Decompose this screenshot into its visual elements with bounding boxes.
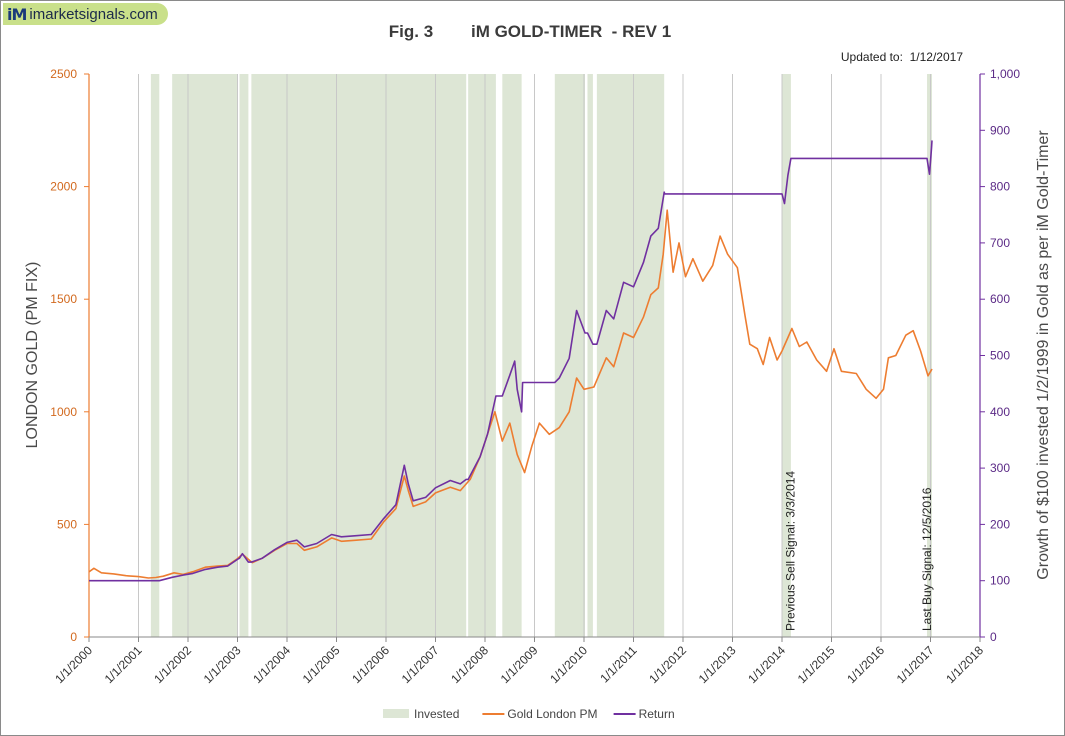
x-tick-label-13: 1/1/2013 bbox=[696, 643, 739, 686]
x-tick-label-9: 1/1/2009 bbox=[498, 643, 541, 686]
logo-site-name: imarketsignals.com bbox=[29, 5, 158, 23]
chart-title: Fig. 3 iM GOLD-TIMER - REV 1 bbox=[389, 22, 671, 41]
legend-item-invested-label: Invested bbox=[414, 707, 459, 721]
y-right-tick-label-1: 100 bbox=[990, 574, 1010, 588]
invested-period-3 bbox=[251, 74, 467, 637]
signal-annotation-1: Last Buy Signal: 12/5/2016 bbox=[920, 487, 934, 631]
y-right-tick-label-4: 400 bbox=[990, 405, 1010, 419]
signal-annotations: Previous Sell Signal: 3/3/2014 Last Buy S… bbox=[783, 471, 934, 631]
y-left-tick-label-4: 2000 bbox=[50, 180, 77, 194]
invested-period-8 bbox=[596, 74, 665, 637]
series-line-return bbox=[89, 140, 933, 582]
y-left-tick-label-1: 500 bbox=[57, 517, 77, 531]
legend-item-gold-london-pm-label: Gold London PM bbox=[507, 707, 597, 721]
invested-period-0 bbox=[150, 74, 160, 637]
y-axis-left-label: LONDON GOLD (PM FIX) bbox=[24, 262, 41, 449]
x-gridlines bbox=[138, 74, 931, 637]
y-left-tick-label-2: 1000 bbox=[50, 405, 77, 419]
invested-period-7 bbox=[587, 74, 593, 637]
y-right-tick-label-3: 300 bbox=[990, 461, 1010, 475]
y-right-tick-label-6: 600 bbox=[990, 292, 1010, 306]
invested-period-2 bbox=[239, 74, 249, 637]
x-tick-label-2: 1/1/2002 bbox=[151, 643, 194, 686]
x-tick-label-18: 1/1/2018 bbox=[943, 643, 986, 686]
y-right-tick-label-5: 500 bbox=[990, 349, 1010, 363]
y-left-tick-label-5: 2500 bbox=[50, 67, 77, 81]
logo-mark: iM bbox=[7, 4, 27, 24]
x-tick-label-8: 1/1/2008 bbox=[448, 643, 491, 686]
invested-period-1 bbox=[172, 74, 238, 637]
invested-period-10 bbox=[927, 74, 932, 637]
legend-item-invested-swatch bbox=[383, 709, 409, 718]
x-tick-label-15: 1/1/2015 bbox=[795, 643, 838, 686]
x-tick-label-0: 1/1/2000 bbox=[52, 643, 95, 686]
x-tick-label-17: 1/1/2017 bbox=[894, 643, 937, 686]
y-right-tick-label-2: 200 bbox=[990, 517, 1010, 531]
updated-label: Updated to: 1/12/2017 bbox=[841, 50, 963, 64]
invested-period-9 bbox=[782, 74, 791, 637]
site-logo[interactable]: iM imarketsignals.com bbox=[3, 3, 168, 25]
y-right-tick-label-9: 900 bbox=[990, 123, 1010, 137]
x-tick-label-16: 1/1/2016 bbox=[844, 643, 887, 686]
x-tick-label-5: 1/1/2005 bbox=[300, 643, 343, 686]
legend: Invested Gold London PM Return bbox=[383, 707, 675, 721]
x-tick-label-3: 1/1/2003 bbox=[201, 643, 244, 686]
x-tick-label-14: 1/1/2014 bbox=[745, 643, 788, 686]
y-right-tick-label-7: 700 bbox=[990, 236, 1010, 250]
y-axis-right-label: Growth of $100 invested 1/2/1999 in Gold… bbox=[1035, 130, 1052, 580]
y-right-tick-label-0: 0 bbox=[990, 630, 997, 644]
invested-period-5 bbox=[502, 74, 522, 637]
y-right-tick-label-8: 800 bbox=[990, 180, 1010, 194]
y-right-tick-label-10: 1,000 bbox=[990, 67, 1020, 81]
signal-annotation-0: Previous Sell Signal: 3/3/2014 bbox=[783, 471, 797, 631]
x-tick-label-4: 1/1/2004 bbox=[250, 643, 293, 686]
y-left-tick-label-3: 1500 bbox=[50, 292, 77, 306]
x-tick-label-11: 1/1/2011 bbox=[597, 643, 640, 686]
x-tick-label-1: 1/1/2001 bbox=[102, 643, 145, 686]
legend-item-return-label: Return bbox=[639, 707, 675, 721]
series-lines bbox=[88, 140, 933, 582]
x-tick-label-10: 1/1/2010 bbox=[547, 643, 590, 686]
x-tick-label-12: 1/1/2012 bbox=[646, 643, 689, 686]
x-tick-label-7: 1/1/2007 bbox=[399, 643, 442, 686]
x-tick-label-6: 1/1/2006 bbox=[349, 643, 392, 686]
invested-period-4 bbox=[468, 74, 496, 637]
y-left-tick-label-0: 0 bbox=[70, 630, 77, 644]
